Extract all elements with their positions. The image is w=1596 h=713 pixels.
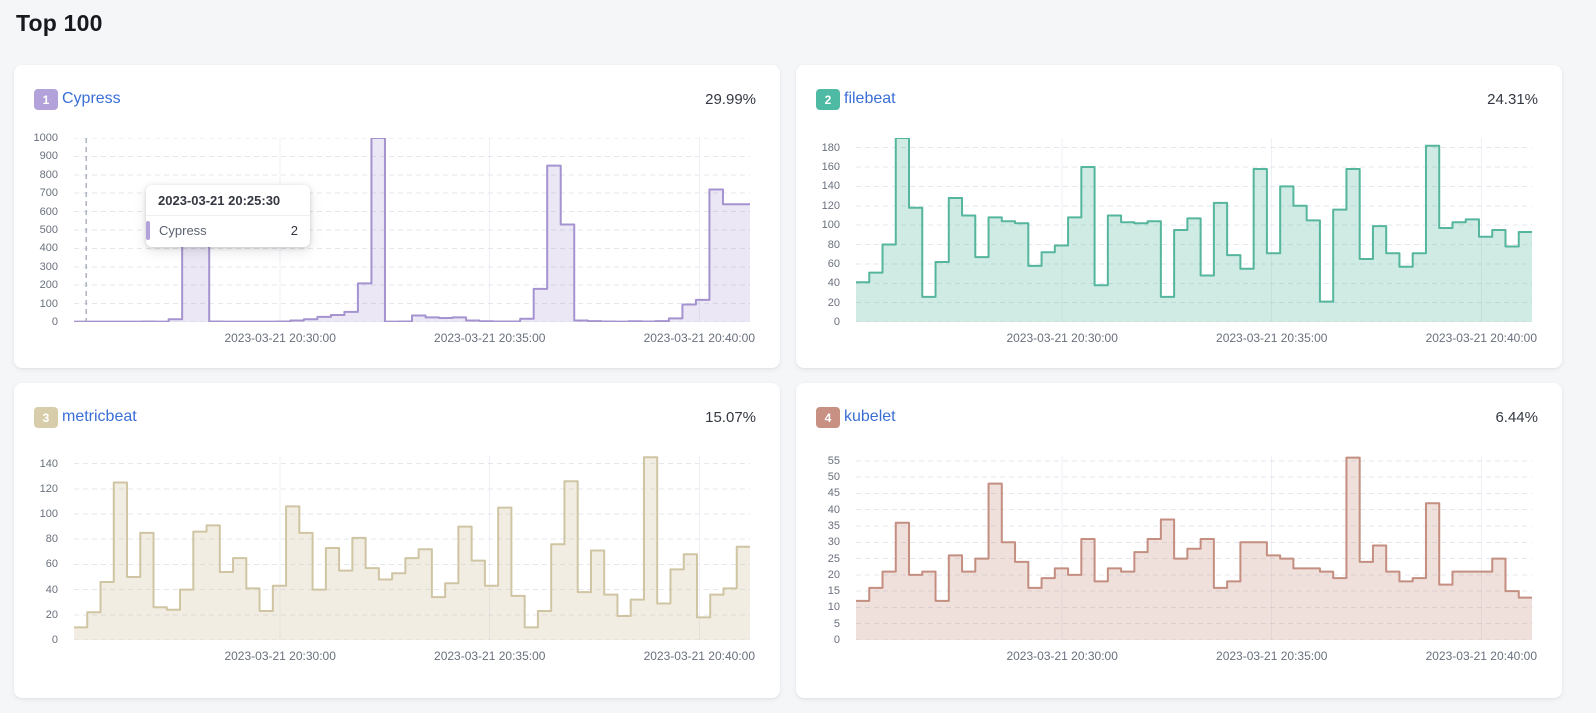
y-axis-tick-label: 60 <box>827 257 840 270</box>
y-axis-tick-label: 140 <box>821 180 840 193</box>
x-axis-tick-label: 2023-03-21 20:30:00 <box>1006 649 1118 663</box>
series-link-filebeat[interactable]: filebeat <box>844 90 896 107</box>
y-axis-tick-label: 0 <box>51 634 58 646</box>
series-link-kubelet[interactable]: kubelet <box>844 408 896 425</box>
y-axis-tick-label: 60 <box>45 558 58 571</box>
y-axis-tick-label: 400 <box>39 242 58 255</box>
tooltip-series-label: Cypress <box>159 223 207 238</box>
y-axis-tick-label: 40 <box>827 277 840 290</box>
x-axis: 2023-03-21 20:30:00 2023-03-21 20:35:00 20… <box>74 649 755 665</box>
y-axis-tick-label: 30 <box>827 536 840 549</box>
x-axis-tick-label: 2023-03-21 20:35:00 <box>1216 649 1328 663</box>
tooltip-timestamp: 2023-03-21 20:25:30 <box>146 185 310 216</box>
y-axis-tick-label: 10 <box>827 601 840 614</box>
y-axis-tick-label: 500 <box>39 224 58 236</box>
tooltip-series-row: Cypress 2 <box>146 216 310 247</box>
y-axis-tick-label: 80 <box>827 238 840 251</box>
chart-card-metricbeat: 3 metricbeat 15.07% 140 120 100 80 60 40 20 0 2… <box>14 383 780 698</box>
y-axis-tick-label: 120 <box>821 199 840 212</box>
y-axis: 180 160 140 120 100 80 60 40 20 0 <box>796 138 848 328</box>
y-axis-tick-label: 0 <box>51 316 58 328</box>
y-axis-tick-label: 5 <box>833 617 840 630</box>
x-axis-tick-label: 2023-03-21 20:35:00 <box>434 649 546 663</box>
x-axis-tick-label: 2023-03-21 20:30:00 <box>224 331 336 345</box>
y-axis-tick-label: 0 <box>833 316 840 328</box>
share-percentage: 6.44% <box>1495 409 1538 426</box>
y-axis-tick-label: 100 <box>821 219 840 232</box>
rank-badge: 2 <box>816 89 840 110</box>
y-axis: 140 120 100 80 60 40 20 0 <box>14 456 66 646</box>
y-axis-tick-label: 40 <box>45 583 58 596</box>
x-axis: 2023-03-21 20:30:00 2023-03-21 20:35:00 20… <box>856 331 1537 347</box>
chart-plot-area[interactable] <box>856 138 1532 322</box>
y-axis-tick-label: 100 <box>39 297 58 310</box>
share-percentage: 29.99% <box>705 91 756 108</box>
y-axis-tick-label: 45 <box>827 487 840 500</box>
chart-card-filebeat: 2 filebeat 24.31% 180 160 140 120 100 80 60 40 2… <box>796 65 1562 368</box>
tooltip-series-value: 2 <box>290 223 298 238</box>
y-axis-tick-label: 40 <box>827 503 840 516</box>
y-axis-tick-label: 200 <box>39 279 58 292</box>
y-axis: 1000 900 800 700 600 500 400 300 200 100 0 <box>14 132 66 328</box>
y-axis-tick-label: 140 <box>39 457 58 470</box>
y-axis-tick-label: 15 <box>827 585 840 598</box>
y-axis-tick-label: 800 <box>39 168 58 181</box>
rank-badge: 4 <box>816 407 840 428</box>
series-link-metricbeat[interactable]: metricbeat <box>62 408 137 425</box>
series-link-cypress[interactable]: Cypress <box>62 90 121 107</box>
x-axis-tick-label: 2023-03-21 20:40:00 <box>643 649 756 663</box>
x-axis-tick-label: 2023-03-21 20:30:00 <box>1006 331 1118 345</box>
x-axis-tick-label: 2023-03-21 20:35:00 <box>434 331 546 345</box>
y-axis-tick-label: 1000 <box>33 132 58 144</box>
y-axis-tick-label: 55 <box>827 454 840 467</box>
y-axis-tick-label: 100 <box>39 507 58 520</box>
y-axis-tick-label: 25 <box>827 552 840 565</box>
y-axis-tick-label: 35 <box>827 520 840 533</box>
share-percentage: 24.31% <box>1487 91 1538 108</box>
chart-card-cypress: 1 Cypress 29.99% 1000 900 800 700 600 500 400 3… <box>14 65 780 368</box>
x-axis-tick-label: 2023-03-21 20:40:00 <box>643 331 756 345</box>
y-axis-tick-label: 20 <box>827 568 840 581</box>
y-axis-tick-label: 50 <box>827 471 840 484</box>
tooltip-series-marker-icon <box>146 221 150 240</box>
share-percentage: 15.07% <box>705 409 756 426</box>
y-axis: 55 50 45 40 35 30 25 20 15 10 5 0 <box>796 454 848 646</box>
rank-badge: 1 <box>34 89 58 110</box>
chart-plot-area[interactable] <box>856 456 1532 640</box>
y-axis-tick-label: 160 <box>821 161 840 174</box>
x-axis-tick-label: 2023-03-21 20:35:00 <box>1216 331 1328 345</box>
y-axis-tick-label: 120 <box>39 482 58 495</box>
y-axis-tick-label: 700 <box>39 187 58 200</box>
x-axis-tick-label: 2023-03-21 20:40:00 <box>1425 331 1538 345</box>
x-axis-tick-label: 2023-03-21 20:30:00 <box>224 649 336 663</box>
chart-tooltip: 2023-03-21 20:25:30 Cypress 2 <box>146 185 310 247</box>
y-axis-tick-label: 600 <box>39 205 58 218</box>
y-axis-tick-label: 20 <box>827 296 840 309</box>
y-axis-tick-label: 0 <box>833 634 840 646</box>
x-axis-tick-label: 2023-03-21 20:40:00 <box>1425 649 1538 663</box>
y-axis-tick-label: 300 <box>39 260 58 273</box>
chart-plot-area[interactable] <box>74 456 750 640</box>
chart-card-kubelet: 4 kubelet 6.44% 55 50 45 40 35 30 25 20 15 10 5 0 2… <box>796 383 1562 698</box>
y-axis-tick-label: 80 <box>45 533 58 546</box>
x-axis: 2023-03-21 20:30:00 2023-03-21 20:35:00 20… <box>74 331 755 347</box>
y-axis-tick-label: 180 <box>821 141 840 154</box>
y-axis-tick-label: 20 <box>45 608 58 621</box>
page-title: Top 100 <box>16 10 103 36</box>
y-axis-tick-label: 900 <box>39 150 58 163</box>
x-axis: 2023-03-21 20:30:00 2023-03-21 20:35:00 20… <box>856 649 1537 665</box>
rank-badge: 3 <box>34 407 58 428</box>
